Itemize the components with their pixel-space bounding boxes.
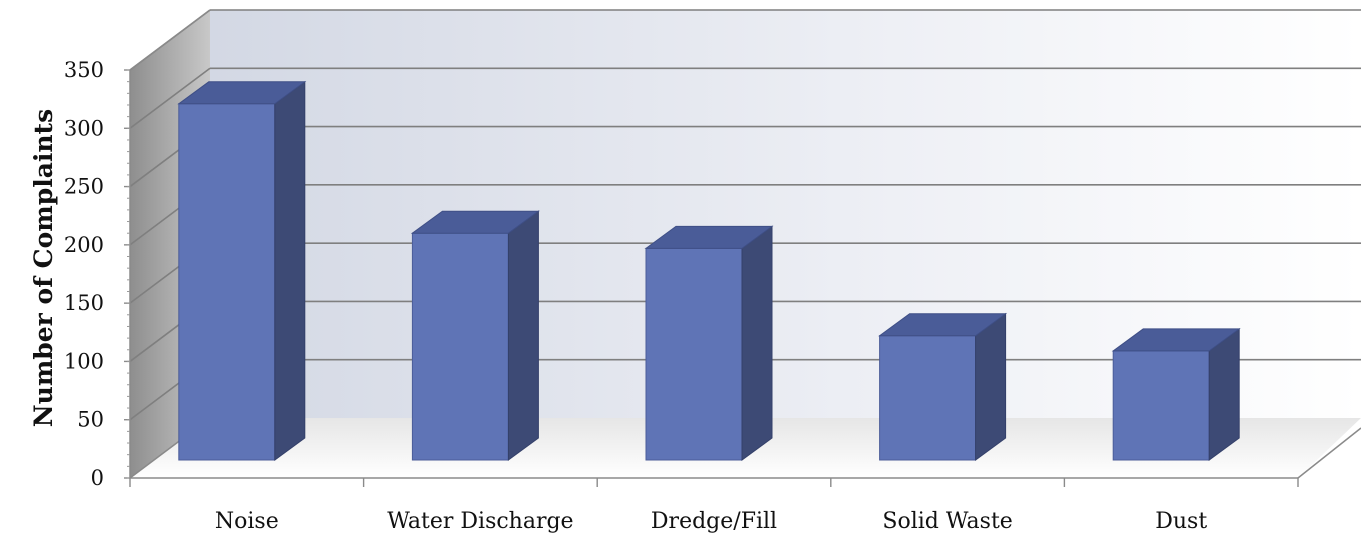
bar-top — [1111, 328, 1241, 352]
x-category-label: Water Discharge — [387, 509, 573, 534]
x-category-label: Dredge/Fill — [651, 509, 777, 534]
y-axis-ticks: 0 50 100 150 200 250 300 350 — [64, 58, 130, 490]
x-category-label: Noise — [215, 509, 279, 534]
bar-side — [507, 210, 539, 461]
bar-front — [879, 335, 977, 461]
bar-top — [644, 225, 774, 249]
y-tick-label: 350 — [64, 58, 104, 82]
bar-top — [177, 81, 307, 105]
bars — [177, 80, 1241, 461]
y-axis-title: Number of Complaints — [29, 109, 58, 427]
bar-side — [741, 225, 773, 461]
y-tick-label: 50 — [77, 408, 104, 432]
bar — [410, 210, 540, 461]
y-tick-label: 0 — [91, 466, 104, 490]
gridline-side — [129, 67, 211, 129]
bar — [1111, 327, 1241, 461]
floor-edge-right — [1297, 427, 1361, 479]
wall-top-edge — [129, 9, 211, 71]
y-tick-label: 300 — [64, 116, 104, 140]
y-tick-label: 150 — [64, 291, 104, 315]
bar-side — [1208, 327, 1240, 461]
y-tick-label: 250 — [64, 175, 104, 199]
bar-front — [411, 232, 509, 461]
bar — [878, 312, 1008, 461]
bar-top — [410, 210, 540, 234]
y-tick-label: 200 — [64, 233, 104, 257]
y-tick-label: 100 — [64, 349, 104, 373]
bar-top — [878, 313, 1008, 337]
bar-side — [274, 80, 306, 461]
bar-front — [178, 103, 276, 461]
bar-side — [975, 312, 1007, 461]
bar-front — [1112, 350, 1210, 461]
bar — [177, 80, 307, 461]
x-category-label: Dust — [1155, 509, 1207, 534]
bar-front — [645, 247, 743, 461]
bar — [644, 225, 774, 461]
x-category-label: Solid Waste — [882, 509, 1012, 534]
x-axis-labels: Noise Water Discharge Dredge/Fill Solid Was… — [129, 478, 1299, 534]
